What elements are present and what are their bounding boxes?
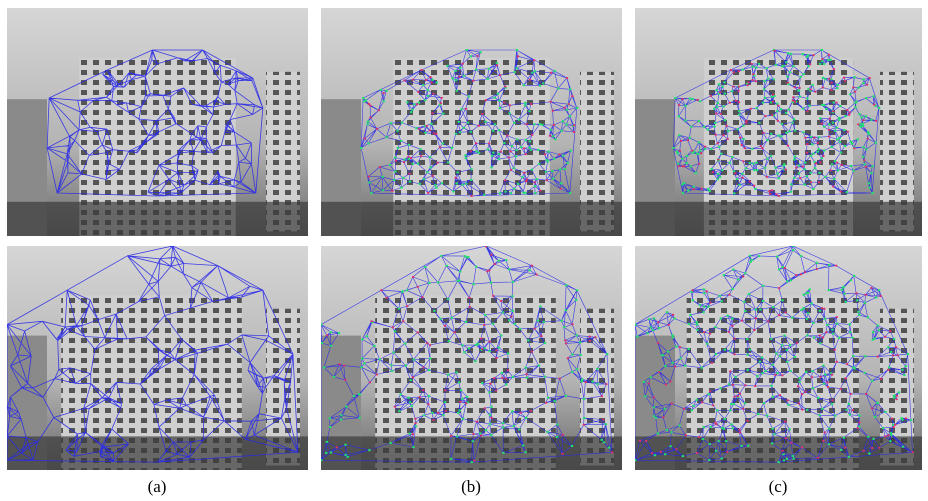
panel-content bbox=[321, 246, 622, 470]
photo-panel bbox=[635, 246, 922, 470]
photo-panel bbox=[321, 8, 622, 236]
photo-panel bbox=[321, 246, 622, 470]
panel-label: (a) bbox=[148, 477, 167, 496]
page: (a) (b) (c) (() => { const data = JSON.p… bbox=[0, 0, 928, 501]
panel-content bbox=[7, 246, 308, 470]
trees bbox=[635, 436, 922, 470]
trees bbox=[7, 202, 308, 236]
panel-content bbox=[635, 246, 922, 470]
photo-panel bbox=[7, 8, 308, 236]
panel-content bbox=[321, 8, 622, 236]
trees bbox=[7, 436, 308, 470]
panel-content bbox=[635, 8, 922, 236]
trees bbox=[321, 202, 622, 236]
panel-content bbox=[7, 8, 308, 236]
photo-panel bbox=[7, 246, 308, 470]
figure: (a) (b) (c) bbox=[0, 0, 928, 501]
photo-panel bbox=[635, 8, 922, 236]
panel-label: (b) bbox=[461, 477, 481, 496]
trees bbox=[635, 202, 922, 236]
panel-label: (c) bbox=[769, 477, 788, 496]
